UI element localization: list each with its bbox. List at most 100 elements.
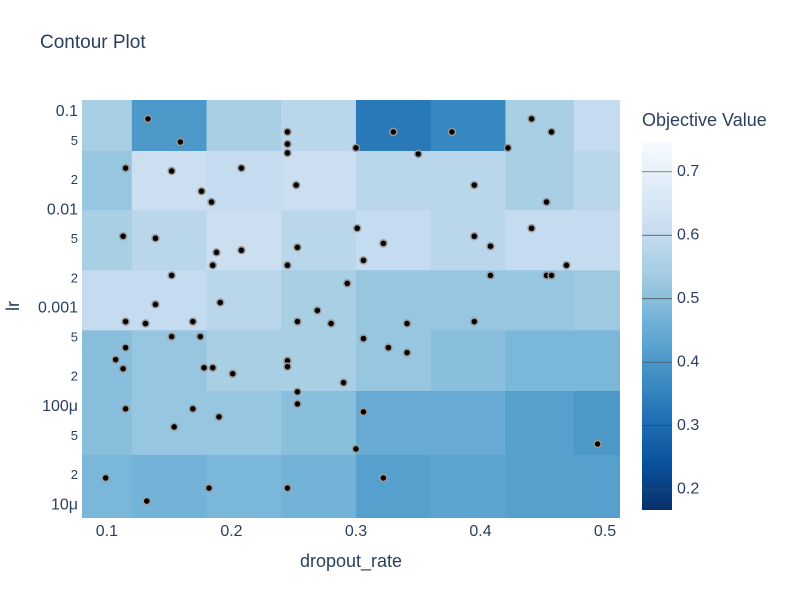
contour-cell	[281, 454, 357, 518]
contour-cell	[206, 390, 282, 456]
trial-point	[176, 137, 185, 147]
trial-point	[169, 422, 179, 432]
trial-point	[352, 223, 362, 233]
trial-point	[402, 348, 412, 357]
trial-point	[141, 319, 150, 328]
colorbar-tick-label: 0.3	[677, 417, 699, 434]
trial-point	[351, 143, 361, 153]
trial-point	[293, 387, 302, 397]
trial-point	[470, 180, 479, 190]
contour-cell	[82, 390, 133, 456]
trial-point	[379, 239, 388, 248]
trial-point	[562, 261, 571, 270]
y-tick-label: 10μ	[51, 496, 78, 513]
trial-point	[143, 114, 153, 124]
trial-point	[199, 363, 209, 372]
contour-cell	[430, 270, 506, 331]
trial-point	[593, 439, 602, 449]
trial-point	[293, 317, 302, 326]
contour-cell	[355, 390, 432, 456]
contour-cell	[430, 100, 506, 152]
contour-cell	[355, 454, 432, 518]
plot-area	[82, 100, 620, 518]
colorbar	[642, 142, 672, 510]
contour-cell	[430, 330, 506, 392]
trial-point	[291, 180, 301, 190]
trial-point	[293, 243, 302, 252]
contour-cell	[505, 454, 575, 518]
y-tick-label: 0.01	[47, 201, 78, 218]
trial-point	[384, 343, 393, 352]
trial-point	[359, 334, 368, 343]
contour-cell	[573, 270, 620, 331]
trial-point	[151, 234, 160, 243]
contour-cell	[206, 330, 282, 392]
colorbar-tick-label: 0.2	[677, 480, 699, 497]
trial-point	[111, 355, 120, 364]
trial-point	[118, 364, 128, 373]
trial-point	[343, 279, 352, 288]
trial-point	[188, 404, 198, 414]
contour-cell	[355, 150, 432, 211]
colorbar-tick-label: 0.7	[677, 163, 699, 180]
trial-point	[283, 148, 292, 158]
contour-cell	[505, 100, 575, 152]
x-tick-label: 0.5	[594, 523, 616, 540]
trial-point	[283, 261, 292, 270]
contour-cell	[573, 100, 620, 152]
contour-cell	[131, 454, 208, 518]
contour-cell	[281, 100, 357, 152]
contour-cell	[573, 454, 620, 518]
trial-point	[283, 139, 292, 149]
trial-point	[339, 378, 348, 387]
x-tick-label: 0.2	[220, 523, 242, 540]
contour-cell	[131, 210, 208, 271]
trial-point	[389, 127, 398, 137]
colorbar-tick-label: 0.6	[677, 226, 699, 243]
chart-title: Contour Plot	[40, 32, 146, 53]
trial-point	[547, 271, 556, 280]
y-tick-label: 5	[71, 428, 78, 443]
trial-point	[237, 163, 246, 173]
trial-point	[283, 362, 292, 371]
contour-cell	[505, 210, 575, 271]
contour-cell	[430, 390, 506, 456]
trial-point	[214, 412, 224, 422]
contour-cell	[206, 454, 282, 518]
trial-point	[359, 407, 368, 417]
trial-point	[121, 317, 130, 326]
contour-cell	[573, 330, 620, 392]
trial-point	[542, 197, 551, 207]
y-tick-label: 5	[71, 133, 78, 148]
contour-cell	[430, 210, 506, 271]
contour-cell	[206, 210, 282, 271]
trial-point	[351, 444, 361, 454]
y-tick-label: 0.1	[56, 103, 78, 120]
contour-cell	[505, 270, 575, 331]
trial-point	[402, 319, 412, 328]
y-tick-label: 2	[71, 467, 78, 482]
trial-point	[237, 246, 246, 255]
contour-cell	[505, 150, 575, 211]
y-axis-title: lr	[3, 301, 23, 311]
trial-point	[470, 317, 479, 326]
contour-cell	[281, 390, 357, 456]
contour-cell	[430, 454, 506, 518]
trial-point	[208, 261, 218, 270]
y-tick-label: 2	[71, 172, 78, 187]
trial-point	[197, 186, 206, 196]
trial-point	[486, 241, 495, 251]
contour-cell	[82, 150, 133, 211]
y-tick-label: 5	[71, 231, 78, 246]
trial-point	[212, 248, 221, 257]
trial-point	[228, 369, 237, 378]
contour-cell	[82, 454, 133, 518]
contour-cell	[82, 100, 133, 152]
trial-point	[283, 127, 292, 137]
y-tick-label: 2	[71, 369, 78, 384]
contour-cell	[430, 150, 506, 211]
contour-cell	[505, 390, 575, 456]
trial-point	[414, 149, 423, 159]
trial-point	[142, 496, 152, 506]
